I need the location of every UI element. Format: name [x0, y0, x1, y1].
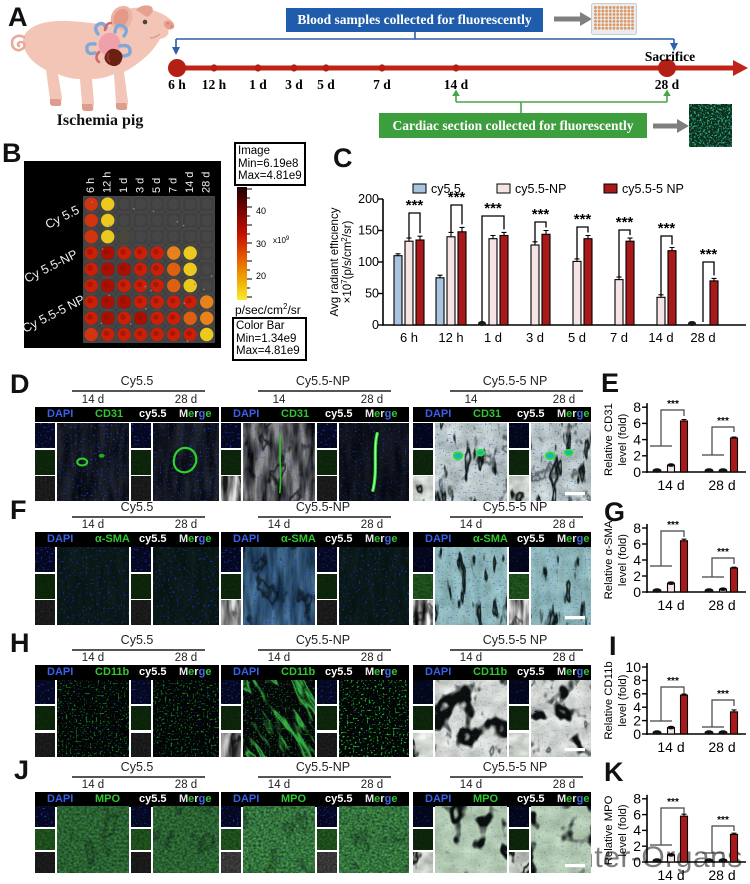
svg-text:7 d: 7 d	[610, 330, 628, 345]
svg-text:14 d: 14 d	[648, 330, 673, 345]
svg-text:2: 2	[633, 712, 641, 728]
svg-text:***: ***	[667, 676, 679, 687]
svg-text:14 d: 14 d	[657, 867, 684, 883]
svg-text:40: 40	[256, 206, 266, 216]
svg-text:***: ***	[717, 689, 729, 700]
svg-text:5 d: 5 d	[568, 330, 586, 345]
svg-text:1 d: 1 d	[484, 330, 502, 345]
svg-text:0: 0	[633, 584, 641, 600]
svg-text:***: ***	[406, 197, 424, 214]
svg-text:150: 150	[358, 224, 379, 238]
svg-text:0: 0	[633, 854, 641, 870]
svg-text:***: ***	[484, 200, 502, 217]
svg-text:6 h: 6 h	[400, 330, 418, 345]
svg-text:Relative MPO: Relative MPO	[603, 795, 615, 865]
svg-text:28 d: 28 d	[708, 477, 735, 493]
svg-text:0: 0	[633, 464, 641, 480]
svg-text:***: ***	[717, 547, 729, 558]
svg-text:28 d: 28 d	[690, 330, 715, 345]
svg-text:***: ***	[448, 189, 466, 206]
svg-text:3 d: 3 d	[526, 330, 544, 345]
svg-text:28 d: 28 d	[708, 597, 735, 613]
svg-text:Relative CD11b: Relative CD11b	[603, 661, 615, 739]
svg-text:8: 8	[633, 791, 641, 807]
svg-text:Avg radiant efficiency: Avg radiant efficiency	[330, 207, 341, 316]
svg-text:cy5.5-5 NP: cy5.5-5 NP	[622, 182, 684, 196]
svg-text:4: 4	[633, 822, 641, 838]
svg-text:6: 6	[633, 686, 641, 702]
svg-text:***: ***	[717, 416, 729, 427]
svg-text:28 d: 28 d	[708, 739, 735, 755]
svg-text:2: 2	[633, 448, 641, 464]
svg-text:1 d: 1 d	[118, 178, 130, 193]
svg-text:***: ***	[616, 214, 634, 231]
svg-text:14 d: 14 d	[184, 172, 196, 193]
svg-text:10: 10	[625, 659, 641, 675]
svg-text:6: 6	[633, 806, 641, 822]
svg-text:***: ***	[667, 399, 679, 410]
svg-text:14 d: 14 d	[657, 597, 684, 613]
svg-text:8: 8	[633, 399, 641, 415]
svg-text:2: 2	[633, 568, 641, 584]
svg-text:***: ***	[667, 797, 679, 808]
svg-text:***: ***	[717, 815, 729, 826]
svg-text:12 h: 12 h	[438, 330, 463, 345]
svg-text:level (fold): level (fold)	[617, 413, 629, 465]
svg-text:12 h: 12 h	[102, 172, 114, 193]
svg-text:***: ***	[532, 206, 550, 223]
svg-text:14 d: 14 d	[657, 739, 684, 755]
svg-text:100: 100	[358, 255, 379, 269]
svg-text:28 d: 28 d	[708, 867, 735, 883]
svg-text:50: 50	[365, 287, 379, 301]
svg-text:6: 6	[633, 415, 641, 431]
svg-text:5 d: 5 d	[151, 178, 163, 193]
svg-text:4: 4	[633, 431, 641, 447]
svg-text:level (fold): level (fold)	[617, 804, 629, 856]
svg-text:200: 200	[358, 192, 379, 206]
svg-text:0: 0	[372, 318, 379, 332]
svg-text:8: 8	[633, 672, 641, 688]
svg-text:***: ***	[700, 246, 718, 263]
svg-text:cy5.5-NP: cy5.5-NP	[515, 182, 566, 196]
svg-text:8: 8	[633, 520, 641, 536]
svg-text:level (fold): level (fold)	[617, 534, 629, 586]
svg-text:x109: x109	[273, 236, 290, 245]
svg-text:20: 20	[256, 271, 266, 281]
svg-text:Relative α-SMA: Relative α-SMA	[603, 520, 615, 599]
svg-text:3 d: 3 d	[135, 178, 147, 193]
svg-text:14 d: 14 d	[657, 477, 684, 493]
svg-text:***: ***	[667, 520, 679, 531]
svg-text:6: 6	[633, 536, 641, 552]
svg-text:***: ***	[658, 220, 676, 237]
svg-text:***: ***	[574, 211, 592, 228]
svg-text:0: 0	[633, 726, 641, 742]
svg-text:28 d: 28 d	[201, 172, 213, 193]
svg-text:7 d: 7 d	[168, 178, 180, 193]
svg-text:30: 30	[256, 239, 266, 249]
svg-text:6 h: 6 h	[85, 178, 97, 193]
svg-text:2: 2	[633, 838, 641, 854]
svg-text:×107(p/s/cm2/sr): ×107(p/s/cm2/sr)	[340, 220, 354, 303]
svg-text:cy5.5: cy5.5	[431, 182, 461, 196]
svg-text:4: 4	[633, 552, 641, 568]
svg-text:level (fold): level (fold)	[617, 674, 629, 726]
svg-text:Relative CD31: Relative CD31	[603, 403, 615, 476]
svg-text:4: 4	[633, 699, 641, 715]
